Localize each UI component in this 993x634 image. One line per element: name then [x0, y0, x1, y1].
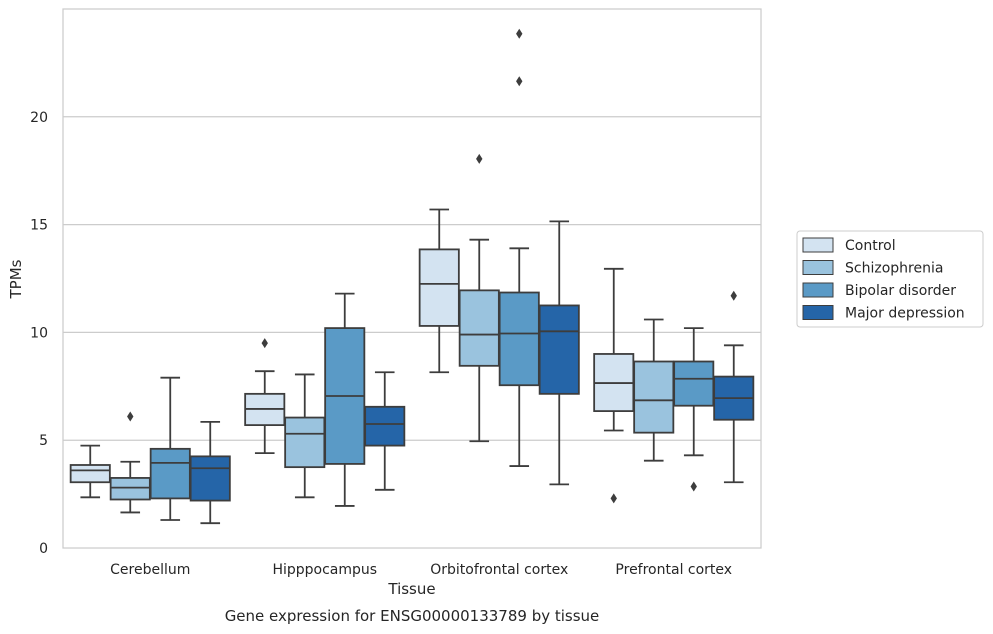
box-iqr	[284, 416, 326, 469]
y-axis-label: TPMs	[7, 259, 25, 299]
x-axis-ticks: Cerebellum Hipppocampus Orbitofrontal cort…	[110, 562, 732, 578]
outlier-point	[516, 28, 523, 39]
outlier-point	[610, 493, 617, 504]
x-tick-label: Cerebellum	[110, 562, 190, 578]
box-major-depression	[364, 371, 406, 491]
box-iqr	[498, 291, 540, 387]
legend-swatch	[802, 305, 834, 320]
gridlines	[63, 116, 761, 441]
y-tick-label: 5	[39, 433, 48, 449]
y-axis-ticks: 0 5 10 15 20	[30, 110, 48, 557]
legend-label: Bipolar disorder	[845, 283, 956, 299]
y-tick-label: 20	[30, 110, 48, 126]
x-axis-label: Tissue	[387, 580, 435, 598]
box-bipolar-disorder	[149, 376, 191, 521]
box-major-depression	[189, 420, 231, 525]
legend-swatch	[802, 282, 834, 298]
box-control	[244, 338, 286, 455]
box-schizophrenia	[633, 318, 675, 462]
x-tick-label: Orbitofrontal cortex	[430, 562, 568, 578]
legend-label: Major depression	[845, 306, 965, 322]
legend-label: Control	[845, 238, 896, 254]
box-iqr	[458, 289, 500, 367]
box-plot-series	[69, 28, 755, 525]
box-schizophrenia	[284, 373, 326, 499]
x-tick-label: Hipppocampus	[272, 562, 377, 578]
box-control	[593, 267, 635, 504]
outlier-point	[516, 76, 523, 87]
box-schizophrenia	[109, 411, 151, 514]
outlier-point	[690, 481, 697, 492]
box-iqr	[189, 455, 231, 502]
y-tick-label: 0	[39, 541, 48, 557]
y-tick-label: 10	[30, 325, 48, 341]
box-schizophrenia	[458, 153, 500, 443]
box-bipolar-disorder	[324, 292, 366, 507]
outlier-point	[261, 338, 268, 349]
box-iqr	[149, 447, 191, 500]
legend-swatch	[802, 237, 834, 253]
outlier-point	[730, 290, 737, 301]
box-major-depression	[538, 220, 580, 486]
box-major-depression	[713, 290, 755, 484]
outlier-point	[127, 411, 134, 422]
x-tick-label: Prefrontal cortex	[615, 562, 732, 578]
box-iqr	[69, 464, 111, 484]
chart-caption: Gene expression for ENSG00000133789 by t…	[225, 607, 600, 625]
box-iqr	[633, 360, 675, 434]
box-iqr	[673, 360, 715, 407]
box-control	[418, 208, 460, 374]
plot-frame	[62, 8, 762, 549]
box-iqr	[418, 248, 460, 327]
box-control	[69, 444, 111, 499]
box-iqr	[109, 477, 151, 501]
outlier-point	[476, 153, 483, 164]
box-bipolar-disorder	[673, 327, 715, 492]
box-bipolar-disorder	[498, 28, 540, 467]
legend: Control Schizophrenia Bipolar disorder Majo…	[796, 230, 984, 328]
legend-frame	[796, 230, 984, 328]
legend-swatch	[802, 260, 834, 275]
box-iqr	[364, 405, 406, 447]
legend-label: Schizophrenia	[845, 261, 943, 277]
box-iqr	[538, 304, 580, 395]
y-tick-label: 15	[30, 218, 48, 234]
